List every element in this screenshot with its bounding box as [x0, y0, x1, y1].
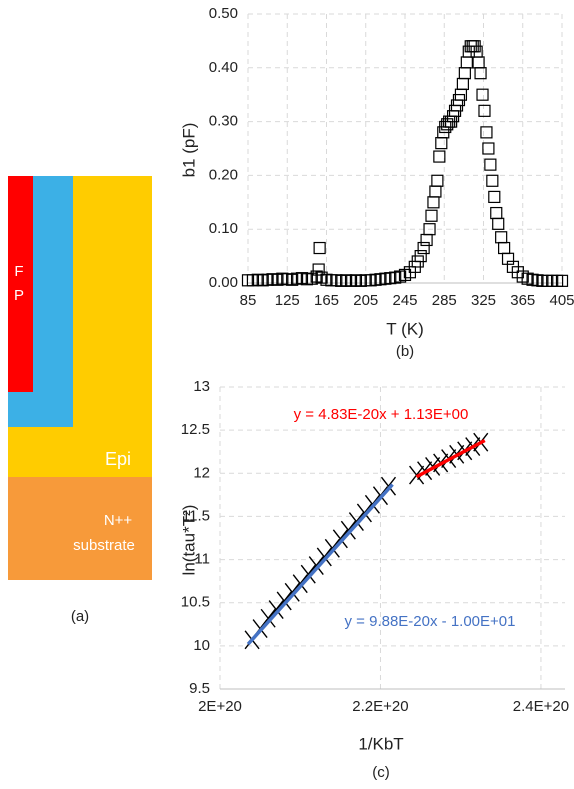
x-tick-label: 165: [314, 292, 339, 309]
point: [456, 77, 469, 91]
label: F: [14, 263, 23, 280]
point: [427, 196, 440, 209]
y-tick-label: 0.10: [209, 220, 238, 237]
y-tick-label: 12: [193, 464, 210, 481]
y-tick-label: 0.30: [209, 113, 238, 130]
label: Epi: [105, 449, 131, 469]
point: [425, 209, 438, 222]
x-tick-label: 2.2E+20: [352, 698, 408, 715]
point: [478, 104, 491, 117]
point: [423, 223, 436, 236]
point: [498, 241, 511, 255]
point: [495, 231, 508, 244]
caption: (a): [71, 608, 89, 625]
point: [435, 137, 448, 150]
y-tick-label: 10: [193, 637, 210, 654]
point: [480, 126, 493, 139]
x-tick-label: 2.4E+20: [513, 698, 569, 715]
point: [474, 67, 487, 80]
x-tick-label: 245: [392, 292, 417, 309]
point: [313, 241, 326, 255]
point: [490, 206, 503, 220]
y-tick-label: 0.50: [209, 5, 238, 22]
field-plate: [8, 176, 33, 392]
y-axis-label: b1 (pF): [179, 123, 198, 178]
y-tick-label: 0.00: [209, 274, 238, 291]
y-tick-label: 10.5: [181, 594, 210, 611]
caption: (c): [372, 764, 390, 781]
point: [555, 274, 569, 287]
point: [429, 185, 442, 198]
substrate-layer: [8, 477, 152, 580]
point: [312, 263, 325, 276]
x-tick-label: 205: [353, 292, 378, 309]
x-tick-label: 285: [432, 292, 457, 309]
x-tick-label: 125: [275, 292, 300, 309]
point: [458, 67, 471, 80]
point: [486, 174, 499, 187]
fit-line: [246, 483, 394, 646]
y-tick-label: 13: [193, 378, 210, 395]
x-axis-label: T (K): [386, 319, 423, 338]
y-tick-label: 11.5: [182, 507, 210, 524]
x-axis-label: 1/KbT: [358, 734, 403, 753]
point: [476, 88, 489, 101]
point: [484, 158, 497, 171]
y-axis-label: ln(tau*T²): [179, 505, 198, 576]
x-tick-label: 405: [549, 292, 574, 309]
point: [268, 600, 284, 620]
x-tick-label: 85: [240, 292, 257, 309]
point: [492, 217, 505, 230]
y-tick-label: 9.5: [189, 680, 210, 697]
x-tick-label: 325: [471, 292, 496, 309]
point: [260, 608, 276, 628]
point: [482, 142, 495, 155]
caption: (b): [396, 343, 414, 360]
x-tick-label: 365: [510, 292, 535, 309]
point: [417, 241, 430, 255]
y-tick-label: 11: [194, 551, 210, 568]
point: [460, 56, 473, 69]
y-tick-label: 0.20: [209, 166, 238, 183]
label: P: [14, 287, 24, 304]
point: [472, 56, 485, 69]
equation: y = 9.88E-20x - 1.00E+01: [345, 613, 516, 630]
x-tick-label: 2E+20: [198, 698, 242, 715]
label: N++: [104, 512, 133, 529]
point: [414, 250, 427, 263]
point: [488, 190, 501, 204]
y-tick-label: 0.40: [209, 59, 238, 76]
point: [433, 150, 446, 163]
point: [420, 233, 433, 247]
point: [431, 174, 444, 187]
fit-line: [415, 438, 486, 479]
label: substrate: [73, 537, 135, 554]
y-tick-label: 12.5: [181, 421, 210, 438]
equation: y = 4.83E-20x + 1.13E+00: [294, 406, 469, 423]
